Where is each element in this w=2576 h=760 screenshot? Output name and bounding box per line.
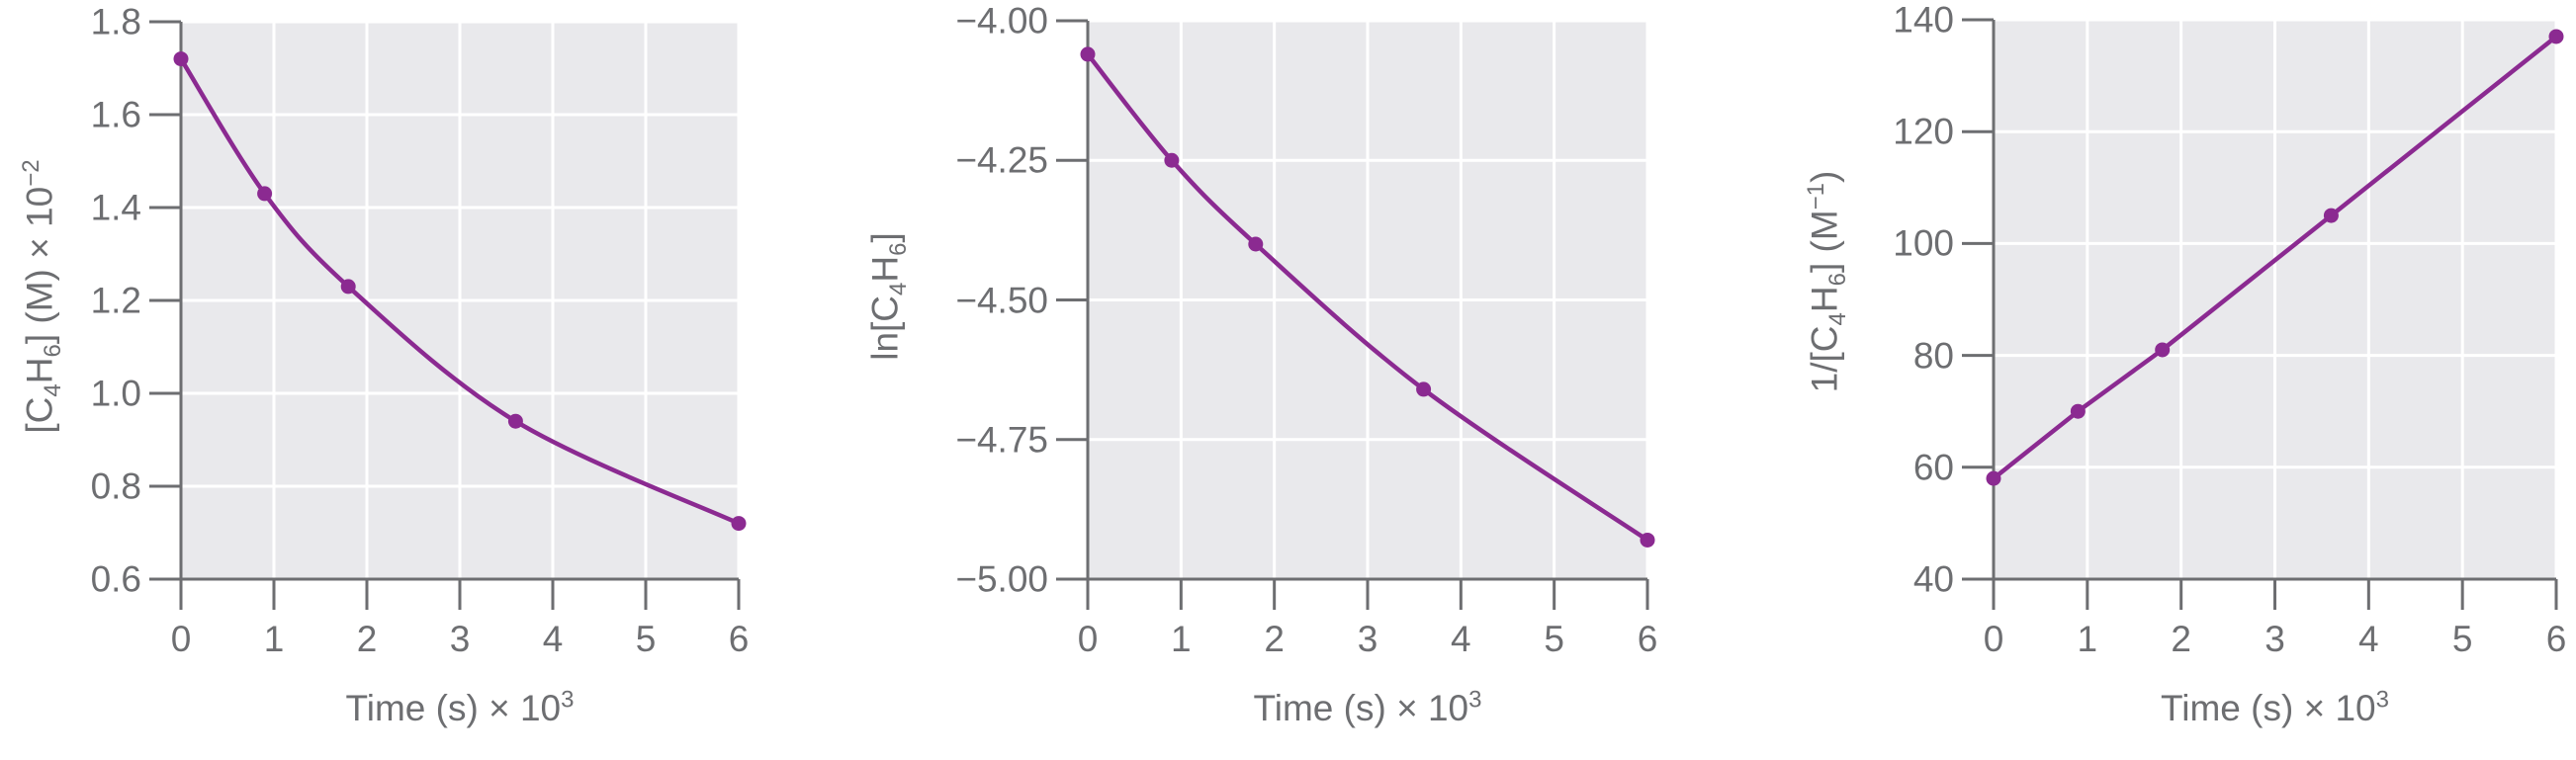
series-line — [178, 56, 742, 526]
y-tick-label: 0.8 — [90, 465, 141, 507]
data-point-marker — [173, 51, 189, 67]
x-tick-label: 2 — [2171, 619, 2191, 659]
x-axis-title: Time (s) × 103 — [345, 686, 575, 728]
gridlines — [1088, 19, 1649, 579]
x-tick-label: 5 — [2451, 619, 2473, 659]
x-tick-label: 3 — [1357, 619, 1378, 659]
data-point-marker — [1248, 236, 1264, 252]
data-point-marker — [2070, 403, 2086, 419]
data-point-marker — [1640, 532, 1655, 548]
data-point-marker — [257, 186, 273, 202]
data-point-marker — [2548, 29, 2564, 44]
x-tick-label: 2 — [356, 619, 378, 659]
x-tick-label: 3 — [2265, 619, 2285, 659]
x-tick-label: 3 — [449, 619, 471, 659]
y-tick-label: 1.0 — [90, 373, 141, 414]
x-tick-label: 1 — [2077, 619, 2098, 659]
x-tick-label: 0 — [1983, 619, 2004, 659]
y-tick-label: 1.6 — [90, 94, 141, 135]
data-point-marker — [1986, 470, 2001, 486]
series-line — [1085, 51, 1650, 543]
x-tick-label: 6 — [728, 619, 750, 659]
y-tick-label: 100 — [1893, 222, 1954, 264]
y-tick-label: 80 — [1912, 335, 1954, 377]
axes — [1056, 19, 1649, 610]
x-axis-title: Time (s) × 103 — [2161, 686, 2389, 728]
y-tick-label: −5.00 — [955, 558, 1048, 600]
data-series — [1080, 46, 1655, 548]
data-point-marker — [2155, 342, 2171, 358]
data-point-marker — [507, 413, 523, 429]
x-tick-label: 5 — [635, 619, 657, 659]
data-point-marker — [2323, 208, 2339, 223]
x-tick-label: 4 — [2358, 619, 2379, 659]
data-point-marker — [1080, 46, 1096, 62]
y-tick-label: 0.6 — [90, 558, 141, 600]
x-tick-label: 1 — [263, 619, 285, 659]
data-point-marker — [1164, 152, 1180, 168]
axes — [1962, 18, 2558, 610]
y-tick-label: 60 — [1912, 447, 1954, 488]
data-point-marker — [340, 279, 356, 295]
y-tick-label: 1.4 — [90, 187, 141, 228]
y-tick-label: −4.25 — [955, 139, 1048, 181]
y-tick-label: 1.2 — [90, 280, 141, 321]
y-tick-label: −4.00 — [955, 0, 1048, 42]
x-tick-label: 0 — [170, 619, 192, 659]
x-tick-label: 4 — [542, 619, 564, 659]
data-series — [173, 51, 747, 532]
data-series — [1986, 29, 2564, 486]
data-point-marker — [1416, 381, 1432, 397]
axes — [149, 20, 741, 610]
y-tick-label: −4.75 — [955, 419, 1048, 461]
y-tick-label: 40 — [1912, 558, 1954, 600]
y-tick-label: 140 — [1893, 0, 1954, 41]
y-tick-label: 1.8 — [90, 1, 141, 42]
data-point-marker — [731, 516, 747, 532]
y-axis-title: 1/[C4H6] (M−1) — [1803, 170, 1851, 393]
x-tick-label: 6 — [2545, 619, 2567, 659]
y-tick-label: −4.50 — [955, 280, 1048, 320]
x-tick-label: 5 — [1544, 619, 1564, 659]
y-tick-label: 120 — [1893, 111, 1954, 152]
x-tick-label: 0 — [1077, 619, 1099, 659]
x-tick-label: 6 — [1637, 619, 1658, 659]
x-tick-label: 4 — [1451, 619, 1471, 659]
x-tick-label: 1 — [1171, 619, 1192, 659]
x-axis-title: Time (s) × 103 — [1253, 686, 1482, 728]
x-tick-label: 2 — [1264, 619, 1285, 659]
